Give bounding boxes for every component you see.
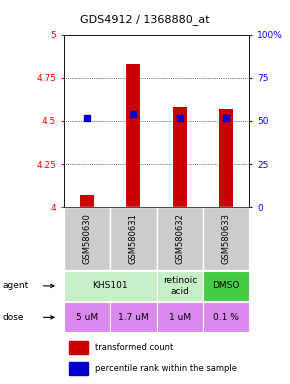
Text: GSM580633: GSM580633 [222,213,231,264]
Text: GDS4912 / 1368880_at: GDS4912 / 1368880_at [80,14,210,25]
Bar [110,302,157,333]
Bar [69,341,88,354]
Text: retinoic
acid: retinoic acid [163,276,197,296]
Bar [203,271,249,301]
Bar [64,271,157,301]
Bar [203,207,249,270]
Text: percentile rank within the sample: percentile rank within the sample [95,364,237,373]
Text: 0.1 %: 0.1 % [213,313,239,322]
Text: GSM580631: GSM580631 [129,214,138,264]
Bar [64,302,110,333]
Text: transformed count: transformed count [95,343,174,352]
Bar [80,195,94,207]
Text: KHS101: KHS101 [93,281,128,290]
Bar [157,302,203,333]
Bar [126,64,140,207]
Bar [203,302,249,333]
Bar [69,362,88,376]
Bar [157,271,203,301]
Text: 5 uM: 5 uM [76,313,98,322]
Bar [110,207,157,270]
Point [85,114,89,121]
Text: 1 uM: 1 uM [169,313,191,322]
Text: GSM580630: GSM580630 [82,214,92,264]
Point [224,114,229,121]
Bar [64,207,110,270]
Bar [173,107,187,207]
Bar [219,109,233,207]
Text: 1.7 uM: 1.7 uM [118,313,149,322]
Text: DMSO: DMSO [213,281,240,290]
Text: GSM580632: GSM580632 [175,214,184,264]
Text: dose: dose [3,313,24,322]
Text: agent: agent [3,281,29,290]
Point [131,111,136,117]
Bar [157,207,203,270]
Point [177,114,182,121]
